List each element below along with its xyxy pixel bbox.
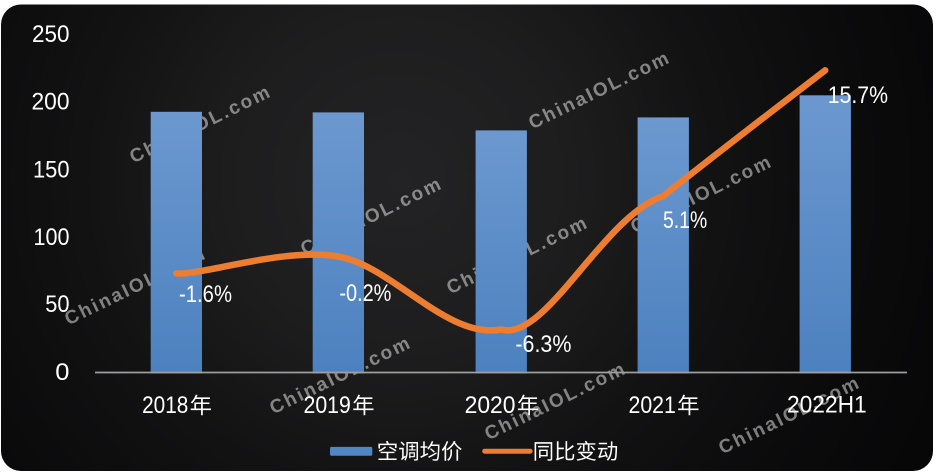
svg-text:2019: 2019 bbox=[304, 392, 351, 419]
svg-text:50: 50 bbox=[45, 291, 69, 318]
svg-text:150: 150 bbox=[33, 156, 70, 183]
svg-text:0: 0 bbox=[55, 359, 69, 386]
svg-text:100: 100 bbox=[34, 224, 70, 251]
svg-text:-0.2%: -0.2% bbox=[339, 280, 391, 307]
svg-text:2018: 2018 bbox=[142, 392, 188, 419]
svg-text:2022H1: 2022H1 bbox=[787, 392, 867, 419]
svg-text:250: 250 bbox=[32, 21, 70, 48]
svg-text:2020: 2020 bbox=[465, 392, 516, 419]
svg-text:2021: 2021 bbox=[629, 392, 676, 419]
svg-text:200: 200 bbox=[32, 89, 70, 116]
svg-text:-6.3%: -6.3% bbox=[515, 331, 571, 358]
svg-text:15.7%: 15.7% bbox=[828, 82, 888, 109]
svg-text:5.1%: 5.1% bbox=[663, 207, 707, 234]
svg-text:-1.6%: -1.6% bbox=[179, 281, 232, 308]
